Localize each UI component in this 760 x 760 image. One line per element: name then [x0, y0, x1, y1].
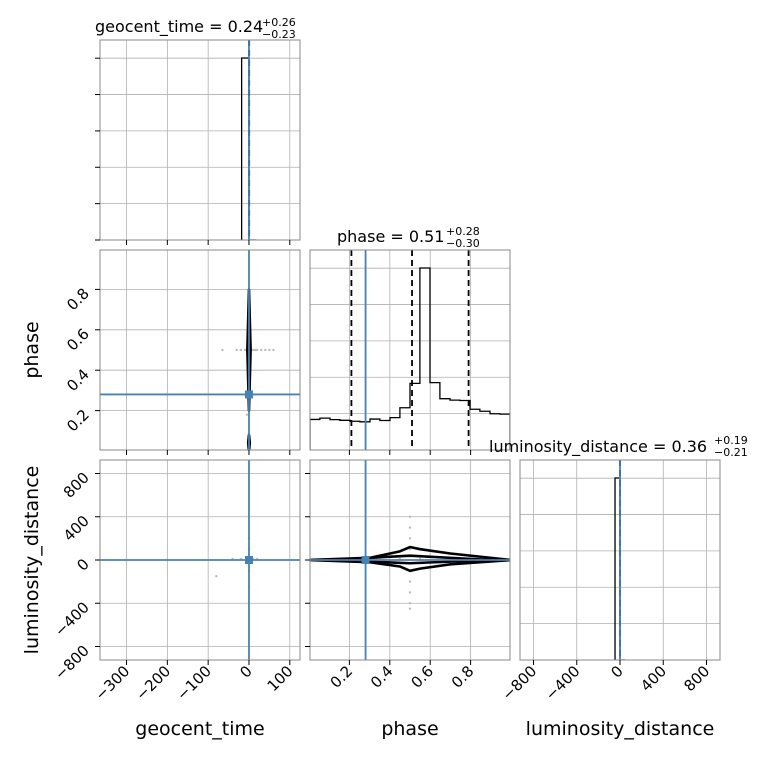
panel-content	[100, 250, 300, 450]
scatter-point	[245, 413, 249, 416]
scatter-point	[408, 602, 412, 605]
histogram-step	[310, 267, 510, 450]
truth-marker	[244, 390, 253, 399]
panel-frame	[99, 39, 301, 241]
xlabel-phase: phase	[381, 718, 438, 740]
scatter-point	[235, 348, 238, 352]
scatter-point	[251, 348, 255, 352]
axis-labels: geocent_time phase luminosity_distance p…	[21, 321, 714, 740]
title-phase-plus: +0.28	[446, 225, 480, 238]
panel-frame	[309, 249, 511, 451]
panel-frame	[99, 249, 301, 451]
scatter-point	[215, 575, 218, 578]
xlabel-geocent-time: geocent_time	[135, 718, 264, 740]
scatter-point	[253, 348, 257, 352]
ylabel-phase: phase	[21, 321, 43, 378]
truth-marker	[244, 556, 253, 564]
scatter-point	[255, 348, 259, 352]
panel-content	[310, 460, 510, 660]
scatter-point	[408, 607, 412, 610]
scatter-point	[408, 591, 412, 594]
scatter-point	[239, 348, 243, 352]
scatter-point	[408, 580, 412, 583]
title-phase: phase = 0.51	[337, 227, 444, 246]
title-geocent-time-plus: +0.26	[262, 16, 296, 29]
panel-content	[100, 460, 300, 660]
panel-geocent-time-geocent-time	[95, 39, 301, 245]
ylabel-luminosity-distance: luminosity_distance	[21, 466, 43, 655]
truth-marker	[361, 556, 370, 564]
scatter-point	[264, 348, 267, 352]
scatter-point	[408, 526, 412, 529]
title-luminosity-distance-plus: +0.19	[714, 434, 748, 447]
scatter-point	[408, 537, 412, 540]
contour-line	[310, 545, 510, 573]
scatter-point	[272, 348, 275, 352]
panel-titles: geocent_time = 0.24 +0.26 −0.23 phase = …	[95, 16, 748, 459]
scatter-point	[243, 348, 247, 352]
scatter-point	[221, 348, 224, 352]
title-luminosity-distance: luminosity_distance = 0.36	[489, 437, 707, 457]
scatter-point	[408, 515, 412, 518]
panel-content	[310, 250, 510, 450]
title-geocent-time: geocent_time = 0.24	[95, 17, 263, 37]
title-geocent-time-minus: −0.23	[262, 28, 296, 41]
panel-content	[520, 460, 720, 660]
title-phase-minus: −0.30	[446, 237, 480, 250]
scatter-point	[268, 348, 271, 352]
panel-content	[100, 40, 300, 240]
panel-phase-phase	[309, 249, 511, 455]
xlabel-luminosity-distance: luminosity_distance	[526, 718, 715, 740]
scatter-point	[260, 348, 263, 352]
title-luminosity-distance-minus: −0.21	[714, 446, 748, 459]
